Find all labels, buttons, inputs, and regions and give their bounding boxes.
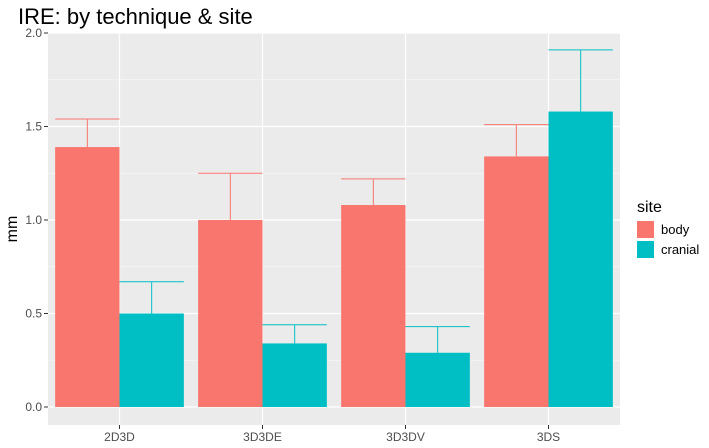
bar-body-2D3D: [55, 147, 120, 407]
chart-title: IRE: by technique & site: [18, 4, 253, 29]
legend-label-body: body: [661, 222, 690, 237]
legend-key-cranial: [637, 241, 654, 258]
bar-body-3D3DV: [341, 205, 406, 407]
error-bar-body-3D3DV: [341, 178, 406, 206]
y-tick-label: 0.0: [25, 400, 42, 414]
error-bars: [55, 49, 613, 353]
legend-label-cranial: cranial: [661, 242, 699, 257]
bar-body-3D3DE: [198, 220, 263, 407]
x-tick-label: 3D3DE: [243, 430, 282, 444]
legend-key-body: [637, 221, 654, 238]
y-tick-label: 2.0: [25, 26, 42, 40]
bar-body-3DS: [484, 156, 549, 407]
error-bar-cranial-2D3D: [119, 281, 184, 314]
bars: [55, 111, 613, 407]
error-bar-cranial-3D3DV: [405, 326, 470, 353]
error-bar-body-2D3D: [55, 118, 120, 148]
bar-cranial-3D3DE: [262, 343, 327, 407]
error-bar-cranial-3DS: [548, 49, 613, 112]
legend: site body cranial: [637, 199, 699, 258]
error-bar-body-3DS: [484, 124, 549, 157]
error-bar-body-3D3DE: [198, 172, 263, 220]
y-tick-label: 1.5: [25, 120, 42, 134]
error-bar-cranial-3D3DE: [262, 324, 327, 344]
y-tick-label: 0.5: [25, 307, 42, 321]
bar-cranial-2D3D: [119, 313, 184, 407]
y-tick-label: 1.0: [25, 213, 42, 227]
y-axis: 0.0 0.5 1.0 1.5 2.0: [25, 26, 48, 414]
bar-cranial-3D3DV: [405, 352, 470, 407]
y-axis-title: mm: [4, 216, 21, 243]
x-tick-label: 2D3D: [104, 430, 135, 444]
x-tick-label: 3D3DV: [386, 430, 425, 444]
x-tick-label: 3DS: [537, 430, 560, 444]
bar-cranial-3DS: [548, 111, 613, 407]
x-axis: 2D3D 3D3DE 3D3DV 3DS: [104, 425, 560, 444]
legend-title: site: [637, 199, 662, 216]
